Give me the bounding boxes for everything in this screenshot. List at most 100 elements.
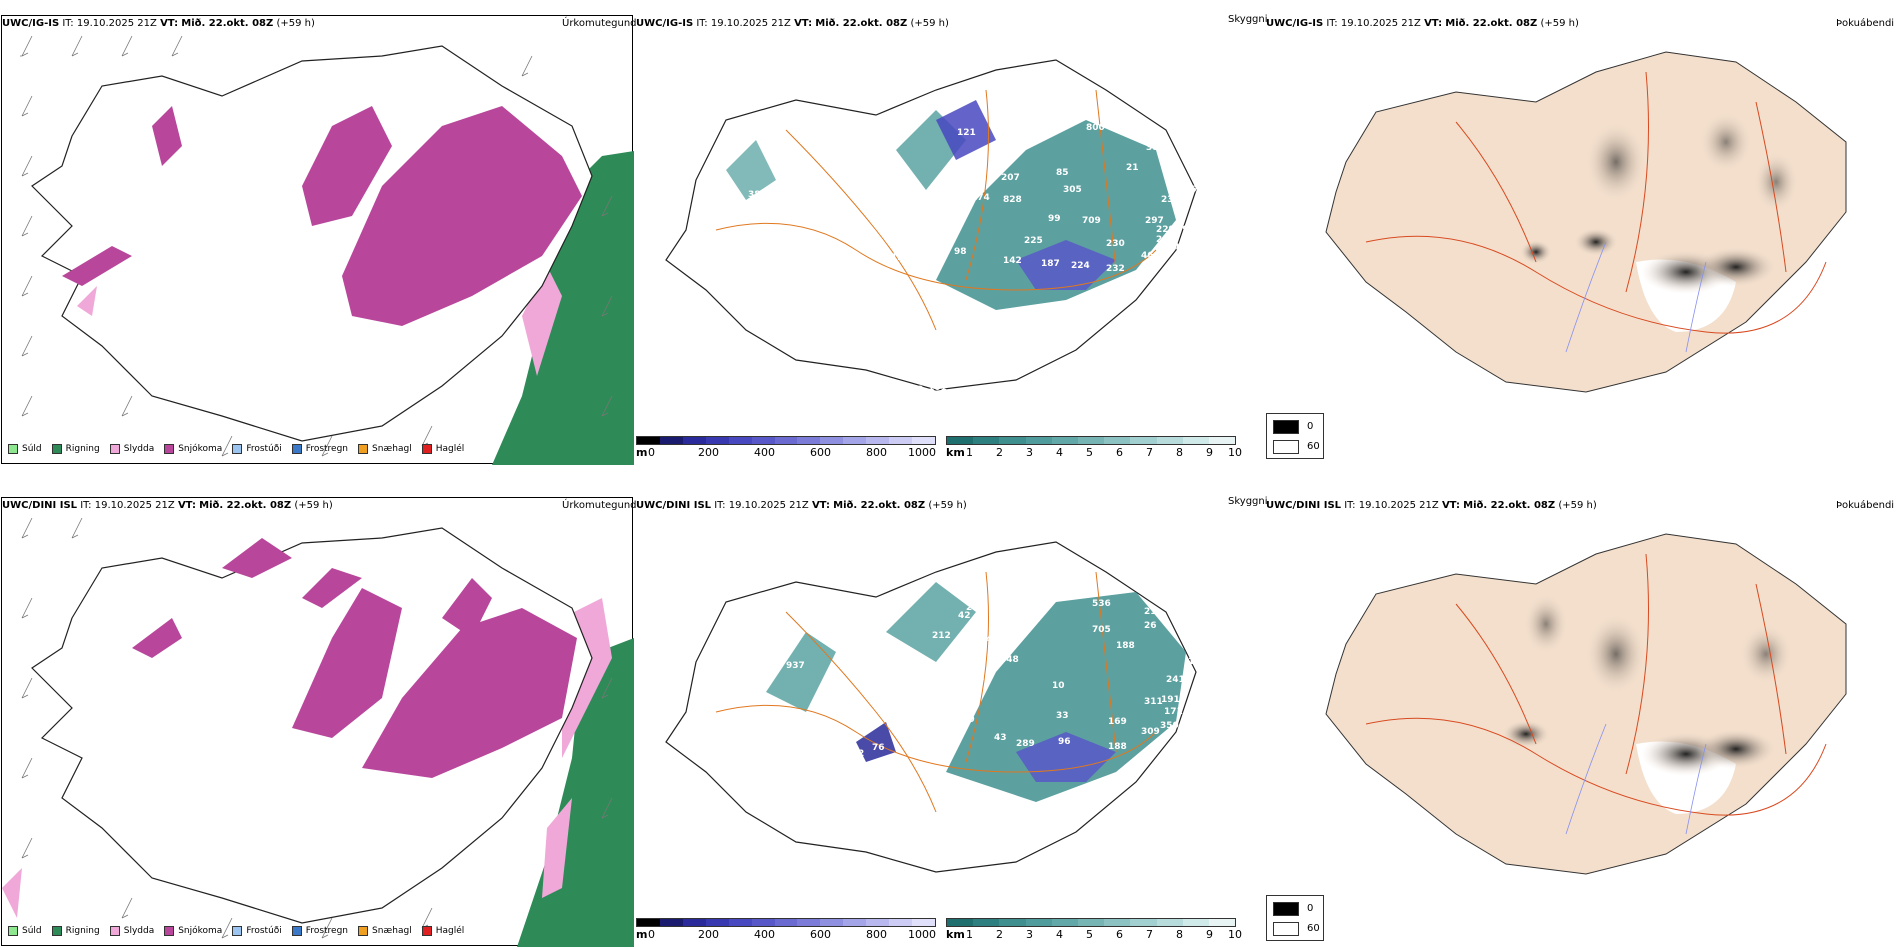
colorbar-swatch (973, 437, 1000, 444)
title-precip-bottom: Úrkomutegund (562, 500, 637, 511)
legend-item[interactable]: Snjókoma (164, 926, 222, 936)
tick-label: 4 (1056, 446, 1063, 459)
fog-area (1696, 729, 1776, 769)
tick-label: 6 (1116, 446, 1123, 459)
tick-label: 1000 (908, 446, 936, 459)
cloud-label: 199 (956, 715, 975, 725)
island-fill (1325, 533, 1847, 875)
visibility-area (726, 140, 776, 200)
cloud-label: 42 (958, 611, 971, 621)
colorbar-swatch (1025, 437, 1052, 444)
tick-label: 4 (1056, 928, 1063, 941)
cloud-label: 169 (1108, 717, 1127, 727)
cloud-label: 230 (1156, 235, 1175, 245)
cloud-label: 80 (973, 159, 986, 169)
tick-label: 1000 (908, 928, 936, 941)
legend-swatch (232, 444, 243, 454)
legend-swatch (232, 926, 243, 936)
snow-area (132, 618, 182, 658)
cloud-label: 102 (892, 720, 911, 730)
legend-label: Snæhagl (372, 926, 412, 936)
colorbar-swatch (947, 437, 974, 444)
cloud-label: 345 (1000, 133, 1019, 143)
colorbar-swatch (889, 919, 913, 926)
legend-item[interactable]: Haglél (421, 926, 464, 936)
visibility-area (766, 632, 836, 712)
precip-map-bottom[interactable]: Súld Rigning Slydda Snjókoma Frostúði Fr… (1, 497, 634, 947)
legend-swatch (8, 444, 18, 454)
legend-label: Snæhagl (372, 444, 412, 454)
legend-swatch (109, 926, 120, 936)
fog-map-top[interactable] (1306, 32, 1866, 422)
legend-label: Súld (22, 926, 42, 936)
legend-item[interactable]: Haglél (421, 444, 465, 454)
fog-area (1740, 624, 1792, 684)
legend-swatch (291, 444, 302, 454)
legend-label: Frostregn (305, 926, 349, 936)
cloud-label: 43 (994, 733, 1007, 743)
colorbar-swatch (774, 919, 798, 926)
legend-item[interactable]: Snæhagl (358, 444, 412, 454)
precip-map-top[interactable]: Súld Rigning Slydda Snjókoma Frostúði Fr… (1, 15, 634, 465)
cloud-label: 188 (1116, 641, 1135, 651)
colorbar-swatch (1025, 919, 1052, 926)
legend-item[interactable]: Rigning (51, 444, 100, 454)
legend-label: Haglél (435, 444, 465, 454)
fog-area (1574, 228, 1618, 256)
legend-item[interactable]: Snjókoma (164, 444, 222, 454)
ceiling-area (1016, 732, 1116, 782)
ceiling-ticks: 0 200 400 600 800 1000 (648, 928, 938, 941)
cloud-label: 96 (1058, 737, 1071, 747)
sleet-area (522, 266, 562, 376)
cloud-label: 85 (1056, 168, 1069, 178)
colorbar-swatch (1051, 919, 1078, 926)
snow-area (442, 578, 492, 638)
cloud-label: 241 (1166, 675, 1185, 685)
tick-label: 0 (648, 928, 655, 941)
cloud-label: 309 (1170, 175, 1189, 185)
legend-item[interactable]: Súld (8, 444, 42, 454)
legend-item[interactable]: Slydda (109, 926, 154, 936)
colorbar-swatch (820, 437, 844, 444)
cloud-label: 191 (1161, 695, 1180, 705)
tick-label: 10 (1228, 446, 1242, 459)
cloud-label: 350 (1160, 721, 1179, 731)
cloud-label: 101 (928, 383, 947, 393)
rain-area (492, 151, 634, 465)
visibility-unit: km (946, 446, 965, 459)
snow-area (222, 538, 292, 578)
colorbar-swatch (1208, 437, 1236, 444)
cloud-map-top[interactable]: 383 11 120 98 142 187 224 232 225 99 709… (636, 30, 1236, 430)
tick-label: 2 (996, 446, 1003, 459)
header-bottom-left: UWC/DINI ISL IT: 19.10.2025 21Z VT: Mið.… (2, 500, 333, 511)
cloud-label: 181 (951, 176, 970, 186)
cloud-label: 236 (1161, 195, 1180, 205)
tick-label: 800 (866, 928, 887, 941)
legend-item[interactable]: Frostregn (291, 926, 349, 936)
cloud-label: 175 (1188, 657, 1207, 667)
title-fog-bottom: Þokuábendi (1836, 500, 1895, 511)
legend-item[interactable]: Rigning (51, 926, 100, 936)
legend-item[interactable]: Snæhagl (358, 926, 412, 936)
legend-item[interactable]: Slydda (109, 444, 154, 454)
tick-label: 7 (1146, 928, 1153, 941)
colorbar-swatch (637, 437, 660, 444)
cloud-map-bottom[interactable]: 937 44 102 76 2 199 43 289 96 188 169 30… (636, 512, 1236, 912)
legend-item[interactable]: Frostregn (291, 444, 348, 454)
colorbar-swatch (1208, 919, 1236, 926)
snow-area (302, 106, 392, 226)
colorbar-swatch (1077, 919, 1105, 926)
legend-item[interactable]: Frostúði (232, 926, 282, 936)
fog-map-bottom[interactable] (1306, 514, 1866, 904)
colorbar-swatch (999, 919, 1026, 926)
legend-item[interactable]: Súld (8, 926, 42, 936)
colorbar-swatch (728, 437, 752, 444)
visibility-ticks: 1 2 3 4 5 6 7 8 9 10 (966, 928, 1242, 941)
tick-label: 2 (996, 928, 1003, 941)
visibility-colorbar (946, 436, 1236, 445)
legend-label: Rigning (65, 444, 100, 454)
legend-item[interactable]: Frostúði (232, 444, 282, 454)
fog-legend-bottom: 0 60 (1266, 895, 1324, 941)
precip-map-top-svg (20, 35, 634, 465)
tick-label: 1 (966, 928, 973, 941)
